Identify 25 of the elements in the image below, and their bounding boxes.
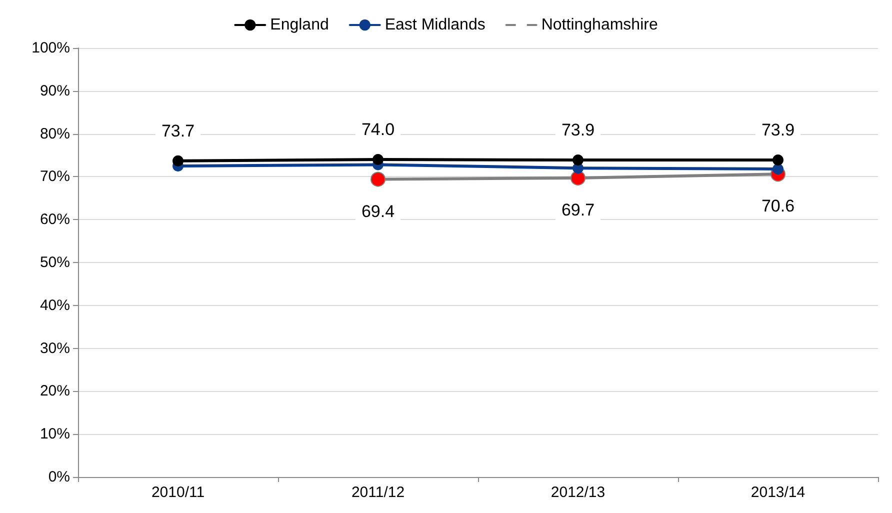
data-label: 73.7 <box>161 121 195 140</box>
legend-label: Nottinghamshire <box>541 16 658 34</box>
x-tick-label: 2011/12 <box>351 484 405 501</box>
x-tick-label: 2013/14 <box>750 484 806 501</box>
x-tick-label: 2010/11 <box>151 484 205 501</box>
y-tick-label: 0% <box>48 468 70 486</box>
data-label: 73.9 <box>561 120 595 140</box>
data-label: 69.4 <box>361 202 395 221</box>
legend-label: England <box>270 16 329 34</box>
y-tick-label: 90% <box>40 82 70 100</box>
y-tick-label: 30% <box>40 340 70 357</box>
data-label: 73.9 <box>761 120 795 140</box>
data-label: 70.6 <box>761 196 795 216</box>
data-label: 74.0 <box>361 120 395 140</box>
y-tick-label: 10% <box>40 426 70 443</box>
y-tick-label: 60% <box>40 211 70 228</box>
legend-label: East Midlands <box>384 16 486 34</box>
y-tick-label: 50% <box>40 254 70 271</box>
y-tick-label: 100% <box>32 40 70 56</box>
y-tick-label: 20% <box>40 382 70 400</box>
y-tick-label: 40% <box>40 296 70 314</box>
data-label: 69.7 <box>561 200 595 220</box>
x-tick-label: 2012/13 <box>550 484 606 501</box>
y-tick-label: 80% <box>40 125 70 142</box>
y-tick-label: 70% <box>40 168 70 186</box>
